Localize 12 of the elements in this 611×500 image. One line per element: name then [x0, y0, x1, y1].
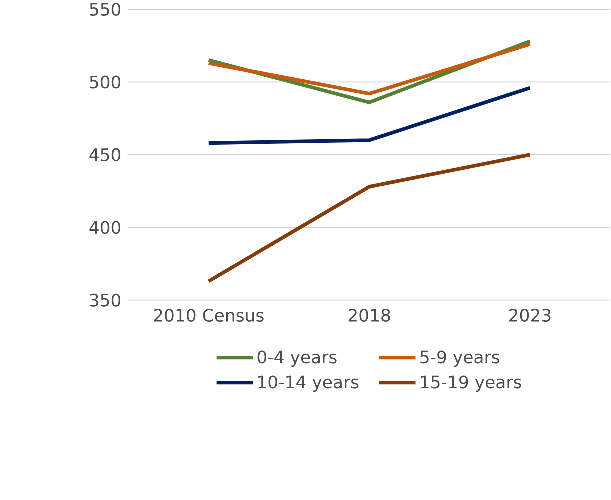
legend-label: 10-14 years	[258, 376, 359, 392]
x-tick-label: 2023	[510, 309, 551, 322]
x-tick-label: 2010 Census	[154, 309, 264, 322]
y-tick-label: 450	[90, 148, 121, 162]
y-tick-label: 350	[90, 294, 121, 308]
legend-label: 5-9 years	[420, 350, 500, 368]
legend-label: 15-19 years	[421, 376, 522, 392]
y-tick-label: 500	[90, 76, 121, 89]
x-tick-label: 2018	[348, 309, 390, 322]
y-tick-label: 550	[90, 3, 121, 16]
legend-label: 0-4 years	[258, 350, 337, 368]
y-tick-label: 400	[90, 221, 121, 234]
